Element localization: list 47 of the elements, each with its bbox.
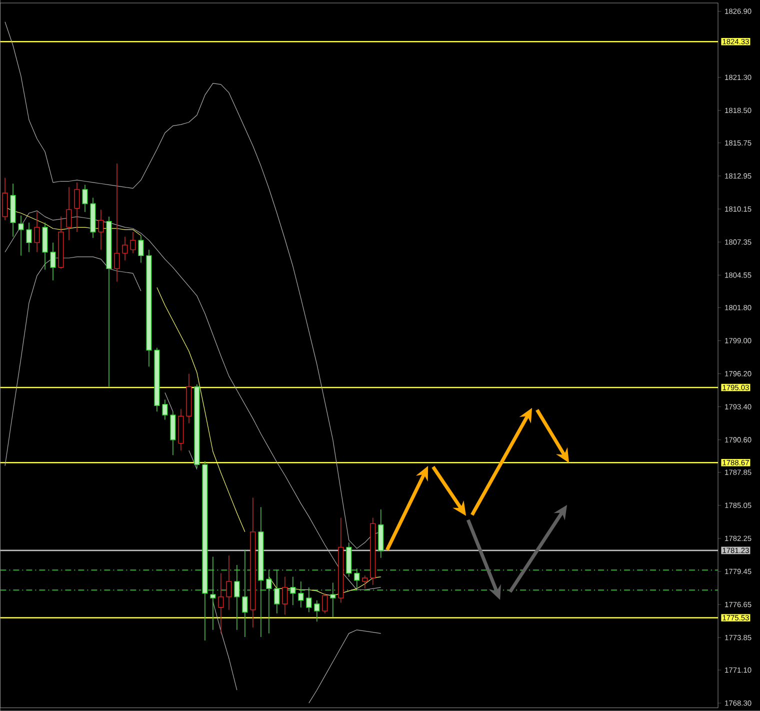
candlestick bbox=[34, 212, 40, 253]
candlestick bbox=[322, 592, 328, 614]
candlestick bbox=[306, 587, 312, 613]
candlestick bbox=[346, 542, 352, 578]
candlestick bbox=[186, 373, 192, 424]
candlestick bbox=[354, 568, 360, 590]
candlestick bbox=[114, 163, 120, 282]
candlestick bbox=[42, 222, 48, 270]
candlestick bbox=[162, 399, 168, 420]
candlestick bbox=[258, 506, 264, 638]
candlestick bbox=[226, 555, 232, 610]
candlestick bbox=[338, 517, 344, 604]
candlestick bbox=[58, 216, 64, 270]
candlestick bbox=[74, 182, 80, 233]
candlestick bbox=[98, 209, 104, 250]
candlestick bbox=[170, 411, 176, 456]
candlestick bbox=[82, 184, 88, 212]
candlestick bbox=[122, 236, 128, 261]
candlestick bbox=[202, 460, 208, 642]
candlestick bbox=[378, 509, 384, 558]
candlestick bbox=[290, 576, 296, 606]
candlestick bbox=[362, 575, 368, 590]
candlestick bbox=[250, 497, 256, 628]
candlestick bbox=[146, 249, 152, 368]
candlestick bbox=[274, 569, 280, 614]
candlestick bbox=[210, 556, 216, 630]
candlestick bbox=[194, 384, 200, 469]
candlestick bbox=[234, 564, 240, 630]
candlestick bbox=[138, 235, 144, 264]
candlestick bbox=[106, 216, 112, 388]
candlestick bbox=[66, 186, 72, 241]
candlestick bbox=[282, 576, 288, 616]
candlestick bbox=[130, 232, 136, 254]
candlestick bbox=[50, 242, 56, 281]
candlestick bbox=[178, 408, 184, 451]
candlestick bbox=[26, 222, 32, 253]
candlestick bbox=[370, 517, 376, 586]
candlestick bbox=[242, 549, 248, 638]
candlestick bbox=[314, 600, 320, 622]
candlestick bbox=[90, 197, 96, 238]
candlestick bbox=[10, 183, 16, 238]
candlestick bbox=[154, 347, 160, 412]
candlestick bbox=[18, 215, 24, 256]
candlestick bbox=[298, 581, 304, 608]
candlestick bbox=[218, 572, 224, 634]
candlestick bbox=[330, 582, 336, 618]
candlestick bbox=[266, 569, 272, 634]
